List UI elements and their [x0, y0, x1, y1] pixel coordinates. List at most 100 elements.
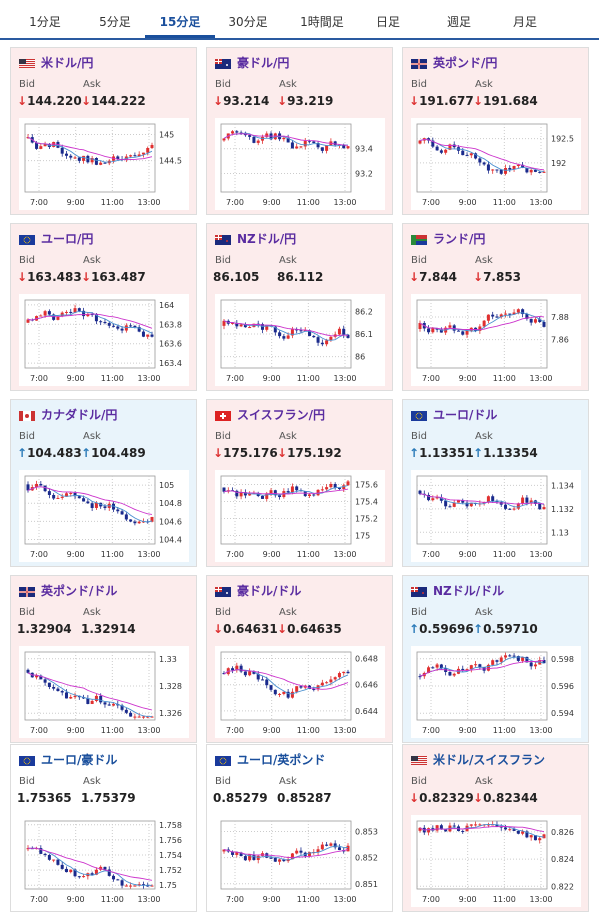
candle-body — [491, 169, 495, 171]
mini-chart[interactable]: 7:00 9:00 11:00 13:00 192.5 192 — [411, 118, 581, 210]
tab-2[interactable]: 15分足 — [145, 0, 215, 38]
candle-body — [137, 521, 141, 524]
pair-title[interactable]: ユーロ/ドル — [433, 408, 498, 422]
candle-body — [26, 319, 30, 323]
candle-body — [427, 494, 431, 501]
candle-body — [320, 844, 324, 850]
pair-title[interactable]: カナダドル/円 — [41, 408, 118, 422]
pair-title[interactable]: 英ポンド/円 — [433, 56, 498, 70]
candle-body — [235, 131, 239, 133]
pair-title[interactable]: 米ドル/スイスフラン — [433, 753, 546, 767]
candle-body — [538, 171, 542, 173]
bid-value: ↓191.677 — [409, 94, 474, 108]
mini-chart[interactable]: 7:00 9:00 11:00 13:00 145 144.5 — [19, 118, 189, 210]
candle-body — [82, 155, 86, 161]
rate-card[interactable]: 英ポンド/円 Bid Ask ↓191.677 ↓191.684 7:00 9:00 11:0… — [402, 47, 589, 215]
rate-card[interactable]: ユーロ/円 Bid Ask ↓163.483 ↓163.487 7:00 9:00 11:00… — [10, 223, 197, 391]
rate-card[interactable]: 豪ドル/ドル Bid Ask ↓0.64631 ↓0.64635 7:00 9:00 11:0… — [206, 575, 393, 743]
ma-long-line — [419, 493, 545, 505]
plot-area — [220, 299, 352, 369]
candle-body — [69, 492, 73, 494]
rate-card[interactable]: 英ポンド/ドル Bid Ask 1.32904 1.32914 7:00 9:00 11:00… — [10, 575, 197, 743]
candle-body — [521, 831, 525, 834]
tab-1[interactable]: 5分足 — [99, 15, 131, 29]
rate-card[interactable]: カナダドル/円 Bid Ask ↑104.483 ↑104.489 7:00 9:00 11:… — [10, 399, 197, 567]
mini-chart[interactable]: 7:00 9:00 11:00 13:00 93.4 93.2 — [215, 118, 385, 210]
pair-title[interactable]: 英ポンド/ドル — [41, 584, 118, 598]
mini-chart[interactable]: 7:00 9:00 11:00 13:00 0.598 0.596 0.594 — [411, 646, 581, 738]
rate-card[interactable]: NZドル/ドル Bid Ask ↑0.59696 ↑0.59710 7:00 9:00 11:… — [402, 575, 589, 743]
candle-body — [94, 158, 98, 165]
pair-title[interactable]: NZドル/円 — [237, 232, 297, 246]
mini-chart[interactable]: 7:00 9:00 11:00 13:00 7.88 7.86 — [411, 294, 581, 386]
candle-body — [295, 329, 299, 331]
mini-chart[interactable]: 7:00 9:00 11:00 13:00 105 104.8 104.6 104.4 — [19, 470, 189, 562]
candle-body — [418, 827, 422, 831]
mini-chart[interactable]: 7:00 9:00 11:00 13:00 1.134 1.132 1.13 — [411, 470, 581, 562]
ma-short-line — [419, 656, 545, 677]
pair-title[interactable]: 米ドル/円 — [41, 56, 94, 70]
mini-chart[interactable]: 7:00 9:00 11:00 13:00 164 163.8 163.6 163.4 — [19, 294, 189, 386]
bid-value: ↓175.176 — [213, 446, 278, 460]
plot-area — [24, 123, 156, 193]
rate-card[interactable]: 豪ドル/円 Bid Ask ↓93.214 ↓93.219 7:00 9:00 11:00 13… — [206, 47, 393, 215]
rate-card[interactable]: スイスフラン/円 Bid Ask ↓175.176 ↓175.192 7:00 9:00 11… — [206, 399, 393, 567]
pair-title[interactable]: スイスフラン/円 — [237, 408, 326, 422]
tab-5[interactable]: 日足 — [375, 15, 400, 29]
rate-card[interactable]: ランド/円 Bid Ask ↓7.844 ↓7.853 7:00 9:00 11:00 13:0… — [402, 223, 589, 391]
flag-icon — [19, 58, 35, 68]
mini-chart[interactable]: 7:00 9:00 11:00 13:00 86.2 86.1 86 — [215, 294, 385, 386]
pair-title[interactable]: ユーロ/円 — [41, 232, 94, 246]
candle-body — [427, 328, 431, 333]
candle-body — [486, 664, 490, 671]
candle-body — [435, 825, 439, 831]
candle-body — [265, 493, 269, 499]
x-tick-label: 7:00 — [422, 374, 440, 383]
tab-0[interactable]: 1分足 — [29, 15, 61, 29]
pair-title[interactable]: NZドル/ドル — [433, 584, 505, 598]
candle-body — [64, 493, 68, 497]
mini-chart[interactable]: 7:00 9:00 11:00 13:00 1.758 1.756 1.754 1.752 1.… — [19, 815, 189, 907]
candle-body — [94, 314, 98, 322]
y-tick-label: 1.132 — [551, 505, 574, 514]
pair-title[interactable]: ユーロ/英ポンド — [237, 753, 326, 767]
y-tick-label: 175.2 — [355, 515, 378, 524]
rate-card[interactable]: ユーロ/豪ドル Bid Ask 1.75365 1.75379 7:00 9:00 11:00… — [10, 744, 197, 912]
tab-4[interactable]: 1時間足 — [300, 15, 344, 29]
candle-body — [295, 146, 299, 149]
pair-title[interactable]: 豪ドル/円 — [237, 56, 290, 70]
bid-label: Bid — [215, 255, 231, 266]
candle-body — [64, 311, 68, 313]
pair-title[interactable]: ランド/円 — [433, 232, 486, 246]
candle-body — [312, 141, 316, 144]
candle-body — [342, 671, 346, 674]
tab-7[interactable]: 月足 — [512, 15, 537, 29]
rate-card[interactable]: 米ドル/円 Bid Ask ↓144.220 ↓144.222 7:00 9:00 11:00… — [10, 47, 197, 215]
rate-card[interactable]: 米ドル/スイスフラン Bid Ask ↓0.82329 ↓0.82344 7:00 9:00… — [402, 744, 589, 912]
mini-chart[interactable]: 7:00 9:00 11:00 13:00 0.853 0.852 0.851 — [215, 815, 385, 907]
candle-body — [56, 141, 60, 148]
y-tick-label: 0.646 — [355, 681, 378, 690]
tab-3[interactable]: 30分足 — [228, 15, 268, 29]
mini-chart[interactable]: 7:00 9:00 11:00 13:00 1.33 1.328 1.326 — [19, 646, 189, 738]
tab-6[interactable]: 週足 — [446, 15, 471, 29]
ma-long-line — [419, 315, 545, 331]
candle-body — [239, 852, 243, 857]
mini-chart[interactable]: 7:00 9:00 11:00 13:00 0.826 0.824 0.822 — [411, 815, 581, 907]
candle-body — [133, 885, 137, 887]
candle-body — [273, 857, 277, 862]
mini-chart[interactable]: 7:00 9:00 11:00 13:00 175.6 175.4 175.2 175 — [215, 470, 385, 562]
pair-title[interactable]: ユーロ/豪ドル — [41, 753, 118, 767]
candle-body — [60, 864, 64, 869]
pair-title[interactable]: 豪ドル/ドル — [237, 584, 302, 598]
flag-icon — [411, 755, 427, 765]
mini-chart[interactable]: 7:00 9:00 11:00 13:00 0.648 0.646 0.644 — [215, 646, 385, 738]
candle-body — [525, 656, 529, 663]
candle-body — [90, 700, 94, 704]
rate-card[interactable]: ユーロ/ドル Bid Ask ↑1.13351 ↑1.13354 7:00 9:00 11:0… — [402, 399, 589, 567]
rate-card[interactable]: NZドル/円 Bid Ask 86.105 86.112 7:00 9:00 11:00 13:… — [206, 223, 393, 391]
rate-card[interactable]: ユーロ/英ポンド Bid Ask 0.85279 0.85287 7:00 9:00 11:0… — [206, 744, 393, 912]
ma-long-line — [419, 825, 545, 833]
candle-body — [120, 328, 124, 331]
flag-icon — [215, 586, 231, 597]
